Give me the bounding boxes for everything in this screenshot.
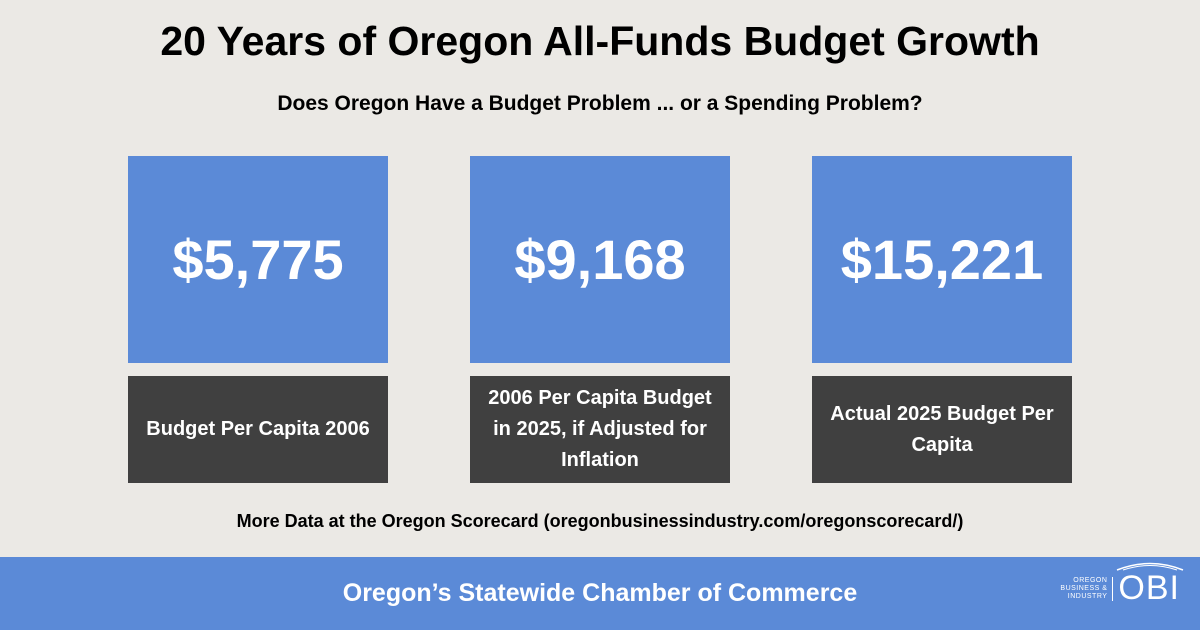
logo-big-text: OBI bbox=[1118, 569, 1180, 607]
arc-icon bbox=[1117, 562, 1184, 571]
footer-tagline: Oregon’s Statewide Chamber of Commerce bbox=[342, 579, 858, 607]
footer-banner: Oregon’s Statewide Chamber of Commerce O… bbox=[0, 557, 1200, 630]
logo-small-text: OREGON BUSINESS & INDUSTRY bbox=[1059, 576, 1114, 601]
stat-label: Actual 2025 Budget Per Capita bbox=[812, 376, 1072, 483]
stat-card-2025: $15,221 Actual 2025 Budget Per Capita bbox=[812, 156, 1072, 483]
more-data-note: More Data at the Oregon Scorecard (orego… bbox=[236, 511, 964, 531]
stat-label: 2006 Per Capita Budget in 2025, if Adjus… bbox=[470, 376, 730, 483]
page-title: 20 Years of Oregon All-Funds Budget Grow… bbox=[160, 18, 1040, 64]
stat-value: $9,168 bbox=[470, 156, 730, 363]
page-subtitle: Does Oregon Have a Budget Problem ... or… bbox=[277, 92, 923, 115]
stat-card-inflation-adjusted: $9,168 2006 Per Capita Budget in 2025, i… bbox=[470, 156, 730, 483]
stat-label: Budget Per Capita 2006 bbox=[128, 376, 388, 483]
obi-logo: OREGON BUSINESS & INDUSTRY OBI bbox=[1059, 562, 1184, 608]
stat-value: $5,775 bbox=[128, 156, 388, 363]
stat-value: $15,221 bbox=[812, 156, 1072, 363]
stat-card-2006: $5,775 Budget Per Capita 2006 bbox=[128, 156, 388, 483]
